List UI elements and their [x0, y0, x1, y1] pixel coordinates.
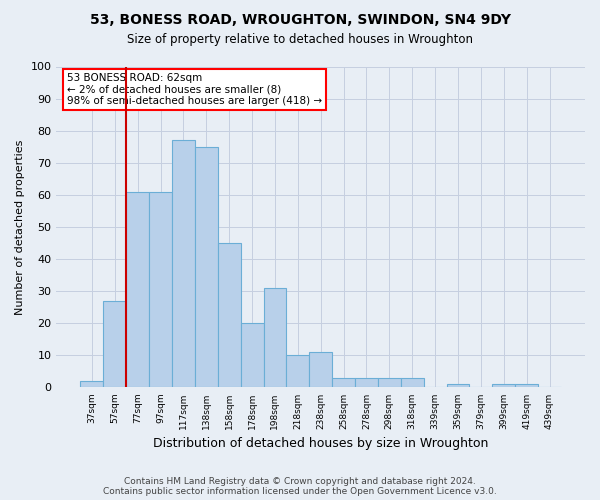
Text: Size of property relative to detached houses in Wroughton: Size of property relative to detached ho… — [127, 32, 473, 46]
Bar — [126, 192, 149, 388]
Text: 53 BONESS ROAD: 62sqm
← 2% of detached houses are smaller (8)
98% of semi-detach: 53 BONESS ROAD: 62sqm ← 2% of detached h… — [67, 73, 322, 106]
X-axis label: Distribution of detached houses by size in Wroughton: Distribution of detached houses by size … — [153, 437, 488, 450]
Bar — [218, 243, 241, 388]
Bar — [309, 352, 332, 388]
Bar — [241, 323, 263, 388]
Bar — [80, 381, 103, 388]
Bar — [286, 356, 309, 388]
Bar — [103, 301, 126, 388]
Bar — [263, 288, 286, 388]
Bar — [149, 192, 172, 388]
Bar — [446, 384, 469, 388]
Bar — [355, 378, 378, 388]
Bar — [195, 146, 218, 388]
Text: Contains HM Land Registry data © Crown copyright and database right 2024.: Contains HM Land Registry data © Crown c… — [124, 477, 476, 486]
Bar — [378, 378, 401, 388]
Bar — [332, 378, 355, 388]
Bar — [401, 378, 424, 388]
Bar — [515, 384, 538, 388]
Text: Contains public sector information licensed under the Open Government Licence v3: Contains public sector information licen… — [103, 487, 497, 496]
Text: 53, BONESS ROAD, WROUGHTON, SWINDON, SN4 9DY: 53, BONESS ROAD, WROUGHTON, SWINDON, SN4… — [89, 12, 511, 26]
Bar — [172, 140, 195, 388]
Y-axis label: Number of detached properties: Number of detached properties — [15, 140, 25, 314]
Bar — [493, 384, 515, 388]
